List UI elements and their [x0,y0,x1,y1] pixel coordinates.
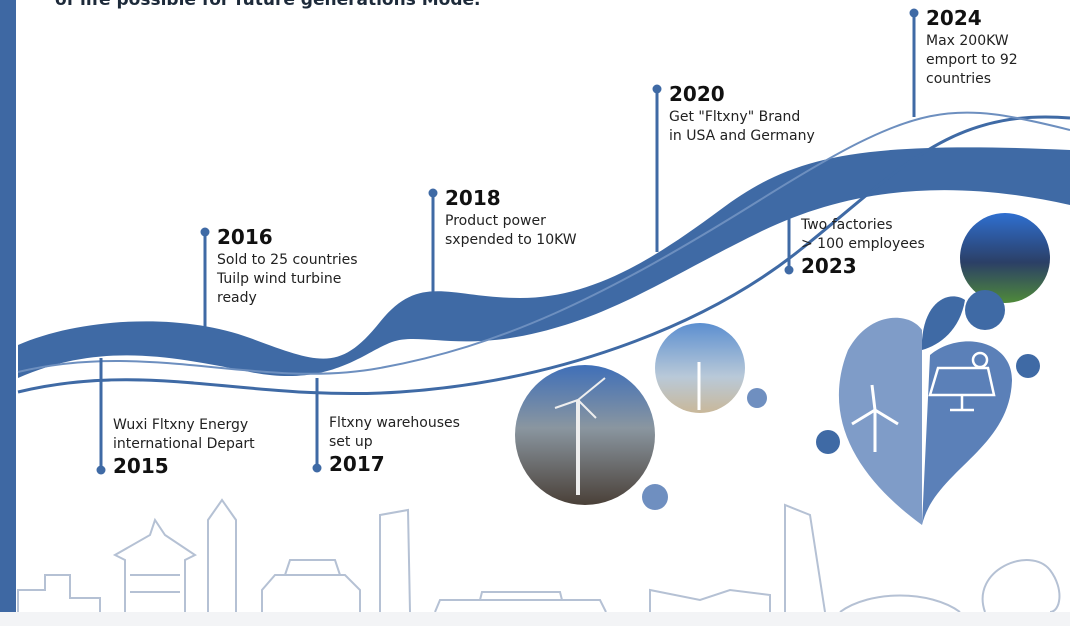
event-year: 2015 [113,454,169,478]
dot [747,388,767,408]
event-text: Max 200KW [926,33,1009,49]
leaf [839,318,922,525]
dot [816,430,840,454]
event-text: set up [329,434,373,450]
event-text: Sold to 25 countries [217,252,358,268]
dot [965,290,1005,330]
event-year: 2018 [445,186,501,210]
side-bar [0,0,16,612]
event-text: in USA and Germany [669,128,815,144]
event-text: countries [926,71,991,87]
dot [1016,354,1040,378]
header-text: of life possible for future generations … [55,0,481,10]
event-text: Fltxny warehouses [329,415,460,431]
event-text: > 100 employees [801,236,925,252]
pin-dot [910,9,919,18]
footer-strip [0,612,1070,626]
event-year: 2024 [926,6,982,30]
event-year: 2020 [669,82,725,106]
event-text: emport to 92 [926,52,1018,68]
event-text: ready [217,290,257,306]
pin-dot [429,189,438,198]
pin-dot [201,228,210,237]
event-text: sxpended to 10KW [445,232,577,248]
event-text: Tuilp wind turbine [216,271,341,287]
event-text: international Depart [113,436,255,452]
event-year: 2017 [329,452,385,476]
timeline-graphic: of life possible for future generations … [0,0,1070,626]
pin-dot [97,466,106,475]
pin-dot [785,266,794,275]
leaf [922,296,965,350]
dot [642,484,668,510]
event-text: Product power [445,213,546,229]
skyline [18,500,1059,612]
event-text: Wuxi Fltxny Energy [113,417,248,433]
event-year: 2023 [801,254,857,278]
photo-wind-mountain [515,365,655,505]
event-text: Two factories [800,217,893,233]
pin-dot [653,85,662,94]
event-text: Get "Fltxny" Brand [669,109,800,125]
photo-solar [960,213,1050,303]
pin-dot [313,464,322,473]
event-year: 2016 [217,225,273,249]
